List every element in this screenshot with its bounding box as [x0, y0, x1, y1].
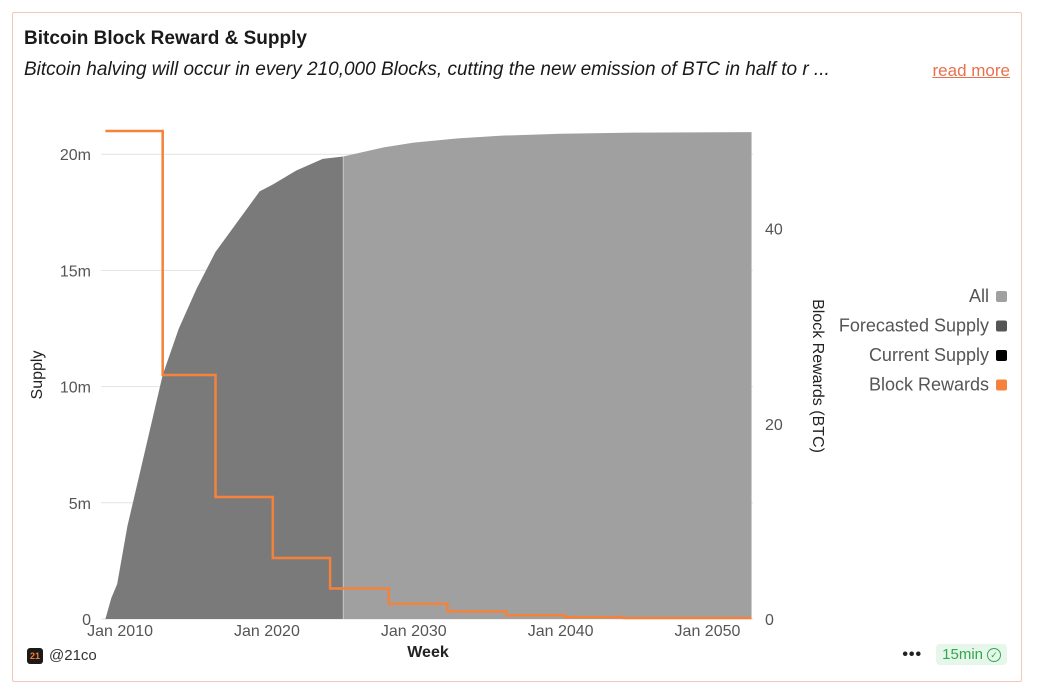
- legend-label: Forecasted Supply: [839, 316, 989, 336]
- x-axis-ticks: Jan 2010 Jan 2020 Jan 2030 Jan 2040 Jan 2050: [87, 623, 740, 640]
- y-axis-ticks: 0 5m 10m 15m 20m: [60, 147, 91, 629]
- legend-swatch: [996, 350, 1007, 361]
- footer-actions: ••• 15min ✓: [902, 644, 1007, 665]
- x-tick-label: Jan 2050: [675, 623, 741, 640]
- y-tick-label: 0: [82, 612, 91, 629]
- y2-axis-ticks: 0 20 40: [765, 222, 783, 629]
- legend-swatch: [996, 379, 1007, 391]
- y-tick-label: 5m: [69, 496, 91, 513]
- forecasted-supply-area: [105, 156, 344, 620]
- legend-swatch: [996, 291, 1007, 302]
- legend-label: All: [969, 286, 989, 306]
- y2-tick-label: 40: [765, 222, 783, 239]
- chart-card: Bitcoin Block Reward & Supply Bitcoin ha…: [12, 12, 1022, 682]
- y2-tick-label: 0: [765, 612, 774, 629]
- x-tick-label: Jan 2010: [87, 623, 153, 640]
- y2-axis-label: Block Rewards (BTC): [809, 299, 826, 453]
- x-tick-label: Jan 2030: [381, 623, 447, 640]
- footer-attribution[interactable]: 21 @21co: [27, 647, 97, 664]
- y-tick-label: 15m: [60, 263, 91, 280]
- legend: All Forecasted Supply Current Supply Block …: [839, 286, 1007, 395]
- legend-label: Current Supply: [869, 345, 989, 365]
- legend-swatch: [996, 320, 1007, 332]
- all-supply-area: [343, 132, 752, 619]
- x-axis-label: Week: [407, 644, 449, 661]
- chart-title: Bitcoin Block Reward & Supply: [24, 28, 307, 49]
- legend-label: Block Rewards: [869, 375, 989, 395]
- y-tick-label: 10m: [60, 380, 91, 397]
- y-axis-label: Supply: [29, 351, 46, 400]
- refresh-text: 15min: [942, 646, 983, 663]
- check-circle-icon: ✓: [987, 647, 1001, 662]
- chart-subtitle: Bitcoin halving will occur in every 210,…: [24, 59, 924, 81]
- 21co-logo-icon: 21: [27, 647, 43, 664]
- refresh-badge[interactable]: 15min ✓: [936, 644, 1007, 665]
- line-series: [105, 129, 752, 620]
- read-more-link[interactable]: read more: [932, 61, 1010, 80]
- more-dots-icon[interactable]: •••: [902, 645, 923, 663]
- x-tick-label: Jan 2020: [234, 623, 300, 640]
- chart-subtitle-text: Bitcoin halving will occur in every 210,…: [24, 59, 830, 80]
- area-series: [105, 132, 752, 620]
- x-tick-label: Jan 2040: [528, 623, 594, 640]
- y2-tick-label: 20: [765, 417, 783, 434]
- y-tick-label: 20m: [60, 147, 91, 164]
- handle-text: @21co: [49, 647, 97, 664]
- block-rewards-line: [105, 129, 752, 620]
